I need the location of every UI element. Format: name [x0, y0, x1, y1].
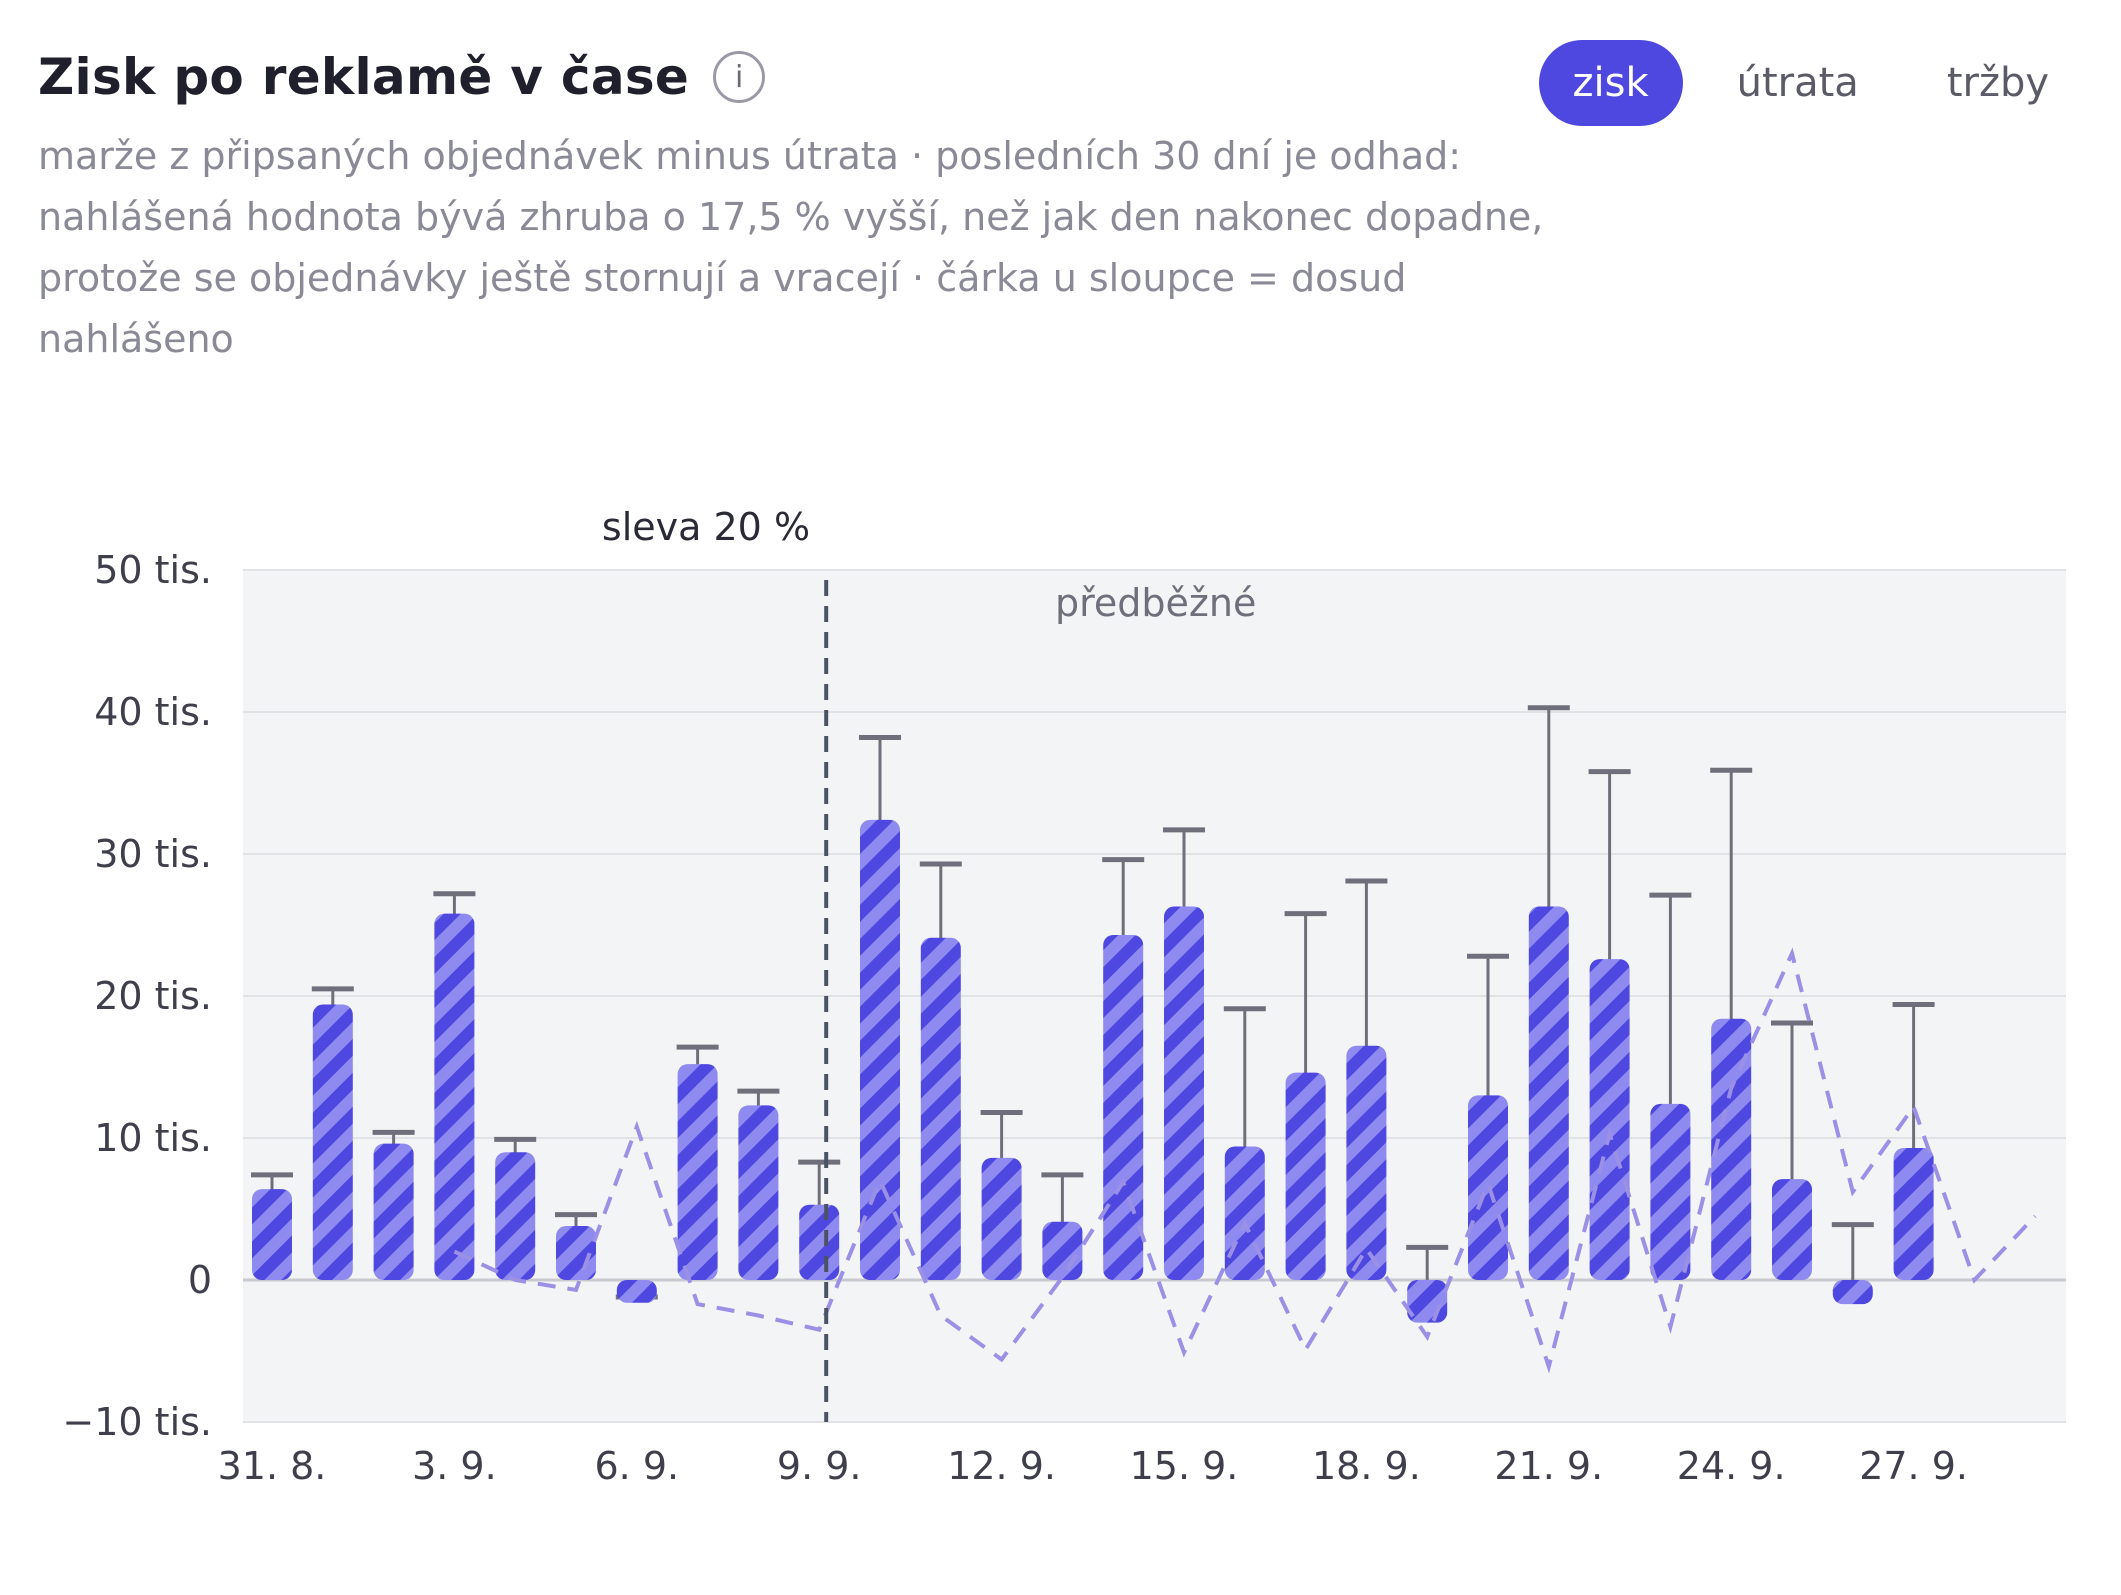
- profit-bar: [252, 1189, 292, 1280]
- chart-subtitle: marže z připsaných objednávek minus útra…: [38, 134, 1544, 361]
- profit-bar: [860, 819, 900, 1280]
- preliminary-annotation: předběžné: [1055, 581, 1256, 625]
- x-tick-label: 27. 9.: [1859, 1444, 1968, 1488]
- tab-zisk[interactable]: zisk: [1538, 40, 1683, 126]
- y-tick-label: 40 tis.: [94, 690, 212, 734]
- profit-bar: [556, 1226, 596, 1280]
- discount-annotation: sleva 20 %: [602, 505, 810, 549]
- profit-bar: [981, 1157, 1022, 1280]
- profit-bar: [738, 1105, 779, 1280]
- tab-trzby[interactable]: tržby: [1946, 60, 2049, 106]
- profit-bar: [1893, 1147, 1934, 1280]
- y-tick-label: −10 tis.: [62, 1400, 212, 1444]
- x-tick-label: 31. 8.: [218, 1444, 327, 1488]
- metric-tabs: zisk útrata tržby: [1538, 40, 2084, 126]
- tab-utrata[interactable]: útrata: [1736, 60, 1859, 106]
- info-icon[interactable]: i: [713, 51, 766, 103]
- profit-bar: [1650, 1103, 1691, 1280]
- profit-bar: [373, 1143, 414, 1280]
- profit-bar: [1224, 1146, 1265, 1280]
- profit-bar: [1711, 1018, 1752, 1280]
- profit-bar: [1346, 1045, 1387, 1280]
- chart-title: Zisk po reklamě v čase: [38, 48, 690, 106]
- profit-bar: [434, 913, 475, 1280]
- x-tick-label: 6. 9.: [595, 1444, 680, 1488]
- profit-bar: [1772, 1179, 1812, 1280]
- profit-bar: [1042, 1221, 1083, 1280]
- x-tick-label: 21. 9.: [1494, 1444, 1603, 1488]
- profit-bar: [677, 1064, 718, 1280]
- profit-bar: [616, 1280, 657, 1303]
- x-tick-label: 12. 9.: [947, 1444, 1056, 1488]
- profit-bar: [1103, 934, 1144, 1280]
- profit-bar: [312, 1004, 353, 1280]
- profit-bar: [1285, 1072, 1326, 1280]
- x-tick-label: 18. 9.: [1312, 1444, 1421, 1488]
- title-row: Zisk po reklamě v čase i: [38, 48, 1578, 106]
- y-tick-label: 50 tis.: [94, 548, 212, 592]
- y-tick-label: 10 tis.: [94, 1116, 212, 1160]
- y-tick-label: 0: [188, 1258, 212, 1302]
- profit-bar: [1589, 959, 1630, 1280]
- x-tick-label: 24. 9.: [1677, 1444, 1786, 1488]
- profit-bar: [1164, 906, 1204, 1280]
- x-tick-label: 9. 9.: [777, 1444, 862, 1488]
- y-tick-label: 30 tis.: [94, 832, 212, 876]
- chart-header: Zisk po reklamě v čase i marže z připsan…: [38, 48, 1578, 370]
- profit-bar: [1832, 1280, 1873, 1305]
- estimate-line: [453, 947, 2037, 1374]
- y-tick-label: 20 tis.: [94, 974, 212, 1018]
- profit-bar: [495, 1152, 536, 1280]
- x-tick-label: 3. 9.: [412, 1444, 497, 1488]
- profit-chart: 50 tis. 40 tis. 30 tis. 20 tis. 10 tis. 0 −10 …: [62, 505, 2066, 1488]
- profit-bar: [1528, 906, 1569, 1280]
- profit-bar: [1407, 1280, 1448, 1323]
- profit-bar: [799, 1204, 840, 1280]
- profit-bar: [920, 937, 961, 1280]
- x-tick-label: 15. 9.: [1130, 1444, 1239, 1488]
